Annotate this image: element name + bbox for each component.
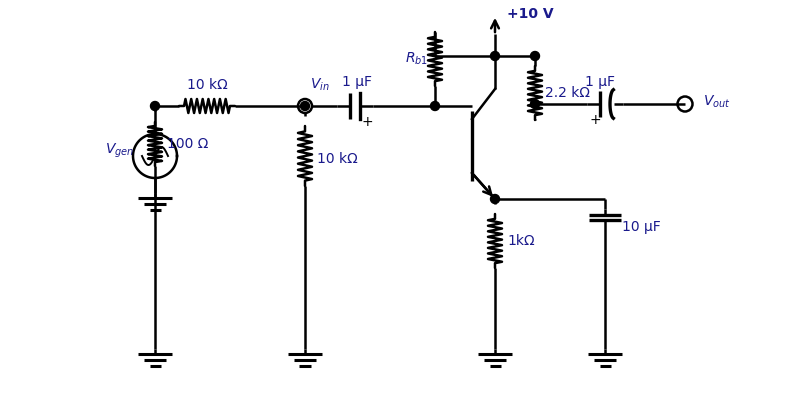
Text: $V_{gen}$: $V_{gen}$: [105, 142, 134, 160]
Text: 10 kΩ: 10 kΩ: [317, 152, 358, 166]
Circle shape: [430, 101, 439, 111]
Text: 10 μF: 10 μF: [622, 220, 661, 234]
Text: $R_{b1}$: $R_{b1}$: [405, 51, 428, 67]
Circle shape: [490, 51, 499, 61]
Circle shape: [301, 101, 310, 111]
Text: $V_{out}$: $V_{out}$: [703, 94, 730, 110]
Text: 1kΩ: 1kΩ: [507, 234, 534, 248]
Text: 10 kΩ: 10 kΩ: [186, 78, 227, 92]
Text: +10 V: +10 V: [507, 7, 554, 21]
Circle shape: [150, 101, 159, 111]
Circle shape: [530, 51, 539, 61]
Circle shape: [530, 99, 539, 109]
Text: +: +: [361, 115, 373, 129]
Text: $V_{in}$: $V_{in}$: [310, 77, 330, 93]
Text: 1 μF: 1 μF: [342, 75, 372, 89]
Text: 100 Ω: 100 Ω: [167, 137, 208, 151]
Text: 2.2 kΩ: 2.2 kΩ: [545, 86, 590, 100]
Text: +: +: [589, 113, 601, 127]
Text: 1 μF: 1 μF: [585, 75, 615, 89]
Circle shape: [490, 194, 499, 203]
